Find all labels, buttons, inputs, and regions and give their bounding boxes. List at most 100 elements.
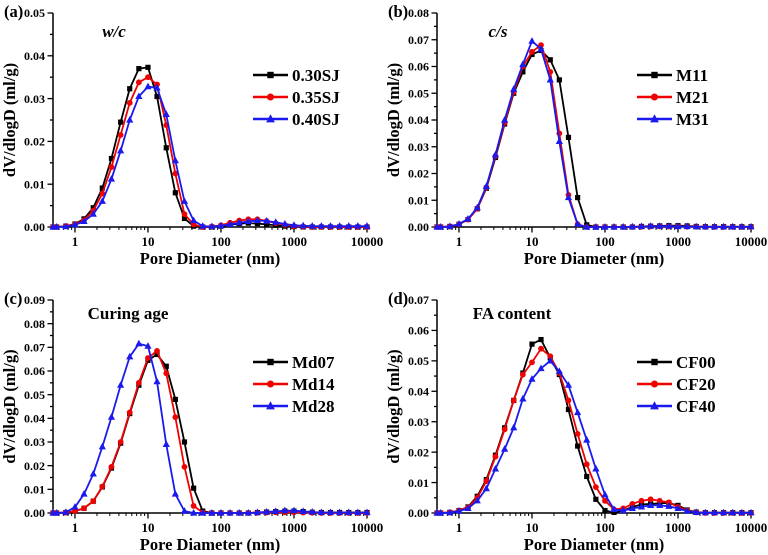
data-point-triangle [583,435,591,443]
data-point-triangle [208,509,216,516]
data-point-triangle [98,442,106,450]
axes: 0.00 0.01 0.02 0.03 0.04 0.05 1 10 100 1000 10000 [24,6,383,249]
x-tick-label: 10000 [735,520,768,535]
x-tick-label: 10 [525,520,538,535]
data-point-triangle [235,509,243,516]
y-axis-title: dV/dlogD (ml/g) [0,63,19,177]
data-point-triangle [117,146,125,154]
data-point-triangle [692,508,700,515]
y-tick-label: 0.03 [408,415,429,429]
data-point-triangle [326,508,335,516]
axes: 0.00 0.01 0.02 0.03 0.04 0.05 0.06 0.07 0.08 1 10 1… [408,6,767,249]
panel-a: 0.00 0.01 0.02 0.03 0.04 0.05 1 10 100 1000 10000 P… [0,0,384,278]
data-point-triangle [190,509,198,516]
panel-title: FA content [473,304,552,323]
data-point-triangle [501,116,509,123]
panel-a-chart: 0.00 0.01 0.02 0.03 0.04 0.05 1 10 100 1000 10000 P… [0,2,383,268]
data-point-triangle [336,222,344,229]
data-point-circle [126,409,133,416]
data-point-triangle [446,222,454,230]
y-tick-label: 0.01 [24,177,45,191]
y-tick-label: 0.03 [24,435,45,449]
legend-label: Md28 [292,397,335,416]
data-point-triangle [710,508,719,516]
data-point-circle [135,379,142,386]
panel-title: Curing age [88,304,169,323]
x-axis-title: Pore Diameter (nm) [140,535,281,554]
data-point-triangle [107,175,116,182]
data-point-circle [510,397,517,404]
y-tick-label: 0.07 [408,293,429,307]
data-point-square [154,351,160,358]
data-point-circle [172,414,179,421]
data-point-circle [117,132,124,138]
y-tick-label: 0.04 [408,384,429,398]
data-point-triangle [528,375,536,382]
data-point-triangle [710,222,719,230]
legend-label: M21 [676,88,709,107]
data-point-triangle [510,85,518,92]
data-point-circle [81,505,87,512]
data-point-circle [638,497,645,504]
y-axis-title: dV/dlogD (ml/g) [384,63,403,177]
data-point-triangle [135,92,143,100]
data-point-circle [181,463,188,470]
data-point-triangle [162,110,170,118]
data-point-triangle [555,137,563,144]
legend-label: 0.40SJ [292,110,340,129]
data-point-triangle [650,114,659,123]
data-point-triangle [336,508,344,516]
data-point-triangle [473,496,481,504]
data-point-triangle [144,82,152,90]
data-point-triangle [326,222,335,229]
data-point-triangle [317,222,325,229]
data-point-triangle [126,352,134,360]
x-tick-label: 100 [211,520,231,535]
data-point-triangle [464,214,472,222]
data-point-circle [190,503,197,509]
data-point-triangle [583,223,591,230]
data-point-square [651,71,658,79]
y-tick-label: 0.00 [408,506,429,520]
data-point-triangle [656,222,664,229]
data-point-triangle [674,222,682,230]
data-point-triangle [683,222,691,230]
data-point-circle [651,93,658,101]
series-0.40SJ [49,82,371,230]
y-tick-label: 0.05 [408,86,429,100]
data-point-triangle [62,222,70,230]
data-point-square [611,509,617,515]
data-point-triangle [528,37,536,44]
data-point-triangle [281,506,289,514]
data-point-square [547,57,553,63]
data-point-triangle [683,507,691,514]
data-point-triangle [592,464,600,472]
data-point-square [145,64,151,70]
data-point-circle [99,190,106,197]
data-point-triangle [491,150,500,158]
data-point-circle [519,371,526,378]
data-point-triangle [317,508,325,516]
x-axis-title: Pore Diameter (nm) [140,249,281,268]
data-point-triangle [647,222,655,229]
data-point-triangle [592,223,600,230]
data-point-triangle [619,506,627,514]
data-point-triangle [564,381,573,388]
data-point-triangle [308,222,316,229]
data-point-triangle [89,210,97,217]
panel-letter: (a) [4,2,23,21]
data-point-triangle [126,116,134,123]
data-point-circle [99,483,106,490]
data-point-triangle [665,502,673,509]
data-point-triangle [80,217,88,225]
legend-label: 0.35SJ [292,88,340,107]
data-point-circle [135,79,142,86]
data-point-square [267,71,274,79]
x-tick-label: 100 [211,234,231,249]
x-axis-title: Pore Diameter (nm) [524,535,665,554]
data-point-triangle [162,440,170,447]
legend: 0.30SJ 0.35SJ 0.40SJ [253,66,340,129]
legend: Md07 Md14 Md28 [253,353,335,416]
series-M31 [433,37,755,230]
data-point-triangle [628,222,636,230]
